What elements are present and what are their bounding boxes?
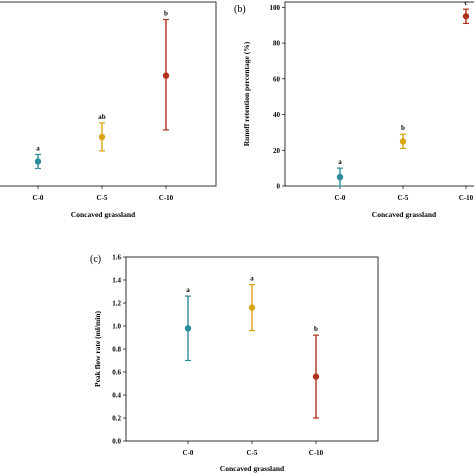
panel-c-x-axis-title: Concaved grassland	[220, 464, 285, 473]
significance-label: a	[36, 144, 40, 152]
y-tick-label: 0.4	[112, 392, 121, 400]
panel-a-x-tick-label: C-10	[159, 194, 174, 202]
panel-b-x-axis-title: Concaved grassland	[372, 210, 437, 219]
y-tick-label: 80	[273, 40, 281, 48]
significance-label: b	[314, 325, 318, 333]
panel-c-x-tick-label: C-0	[183, 449, 194, 457]
significance-label: c	[464, 0, 467, 7]
significance-label: b	[401, 124, 405, 132]
y-tick-label: 0	[277, 183, 281, 191]
panel-a-x-tick-label: C-0	[33, 194, 44, 202]
mean-point	[162, 72, 170, 79]
panel-c-x-tick-label: C-5	[247, 449, 258, 457]
panel-c-x-tick-label: C-10	[309, 449, 324, 457]
panel-c-label: (c)	[90, 254, 101, 265]
y-tick-label: 100	[270, 4, 281, 12]
mean-point	[248, 304, 256, 311]
panel-b-x-tick-label: C-10	[459, 194, 474, 202]
mean-point	[312, 373, 320, 380]
y-tick-label: 0.6	[112, 369, 121, 377]
y-tick-label: 1.2	[112, 300, 121, 308]
significance-label: a	[338, 158, 342, 166]
panel-a-x-tick-label: C-5	[97, 194, 108, 202]
y-tick-label: 20	[273, 147, 281, 155]
significance-label: ab	[98, 113, 106, 121]
y-tick-label: 1.4	[112, 277, 121, 285]
y-tick-label: 40	[273, 111, 281, 119]
panel-c: (c) 0.0 0.2 0.4 0.6 0.8 1.0 1.2 1.4 1.6 C-0 C-5 …	[90, 254, 379, 473]
panel-a-x-tick-labels: C-0 C-5 C-10	[33, 194, 174, 202]
mean-point	[399, 138, 407, 145]
panel-b-x-tick-label: C-5	[398, 194, 409, 202]
panel-b-x-tick-label: C-0	[335, 194, 346, 202]
y-tick-label: 0.0	[112, 438, 121, 446]
panel-b-marks: a b c	[336, 0, 470, 189]
panel-c-y-axis-title: Peak flow rate (ml/min)	[93, 310, 102, 387]
mean-point	[98, 133, 106, 141]
panel-a-x-axis-title: Concaved grassland	[71, 210, 136, 219]
panel-b-y-ticks: 0 20 40 60 80 100	[270, 4, 285, 191]
y-tick-label: 1.0	[112, 323, 121, 331]
significance-label: b	[164, 10, 168, 18]
mean-point	[34, 158, 42, 165]
y-tick-label: 60	[273, 75, 281, 83]
panel-b-x-tick-labels: C-0 C-5 C-10	[335, 194, 474, 202]
panel-c-y-ticks: 0.0 0.2 0.4 0.6 0.8 1.0 1.2 1.4 1.6	[112, 254, 126, 446]
significance-label: a	[250, 275, 254, 283]
mean-point	[336, 173, 344, 181]
y-tick-label: 0.8	[112, 346, 121, 354]
panel-b-frame	[284, 1, 474, 187]
y-tick-label: 0.2	[112, 415, 121, 423]
y-tick-label: 1.6	[112, 254, 121, 262]
panel-b-y-axis-title: Runoff retention percentage (%)	[242, 41, 251, 146]
panel-a-marks: a ab b	[34, 10, 170, 189]
panel-a-frame	[0, 1, 217, 187]
panel-c-x-tick-labels: C-0 C-5 C-10	[183, 449, 324, 457]
panel-a: C-0 C-5 C-10 Concaved grassland a ab b	[0, 1, 217, 219]
significance-label: a	[186, 286, 190, 294]
mean-point	[462, 13, 470, 20]
panel-c-marks: a a b	[184, 275, 320, 444]
mean-point	[184, 325, 192, 332]
panel-b: (b) 0 20 40 60 80 100 C-0 C-5 C-10 Concaved g…	[234, 0, 474, 219]
panel-b-label: (b)	[234, 4, 246, 15]
